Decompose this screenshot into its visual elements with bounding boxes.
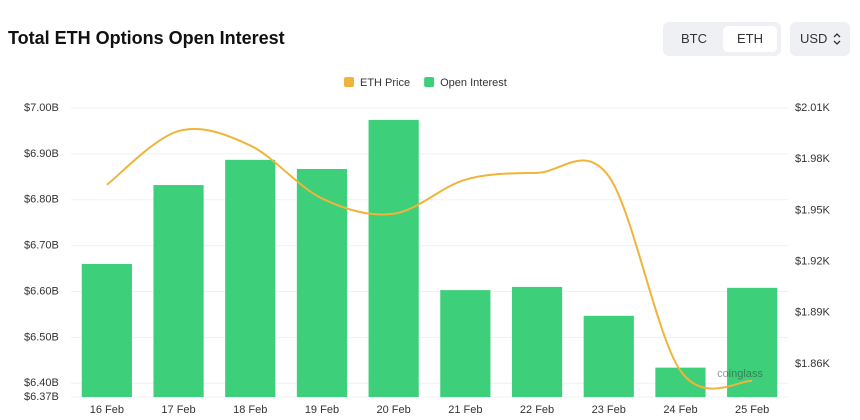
bar [583,315,634,397]
bar [440,290,491,397]
legend-label: ETH Price [360,77,410,89]
btc-button[interactable]: BTC [681,31,707,46]
y2-tick-label: $1.95K [795,204,831,216]
bar [655,367,706,397]
x-tick-label: 18 Feb [233,404,267,416]
x-tick-label: 16 Feb [90,404,124,416]
y-tick-label: $6.37B [24,391,59,403]
y2-tick-label: $1.89K [795,307,831,319]
y-tick-label: $6.90B [24,148,59,160]
bar [727,287,778,397]
bar [81,263,132,397]
bar [368,119,419,397]
y2-tick-label: $1.92K [795,255,831,267]
y2-tick-label: $2.01K [795,102,831,114]
x-tick-label: 17 Feb [161,404,195,416]
legend-swatch [424,77,435,87]
y-tick-label: $6.70B [24,240,59,252]
x-tick-label: 24 Feb [663,404,697,416]
y-tick-label: $7.00B [24,102,59,114]
x-tick-label: 23 Feb [592,404,626,416]
x-tick-label: 19 Feb [305,404,339,416]
currency-select[interactable]: USD [790,22,850,56]
y2-tick-label: $1.98K [795,153,831,165]
bar [153,185,204,397]
x-tick-label: 20 Feb [377,404,411,416]
y-tick-label: $6.80B [24,194,59,206]
currency-label: USD [800,31,828,46]
legend-label: Open Interest [440,77,507,89]
x-tick-label: 21 Feb [448,404,482,416]
chart-title: Total ETH Options Open Interest [8,28,285,48]
legend-swatch [344,77,354,87]
watermark: coinglass [717,368,763,380]
bar [511,286,563,397]
y-tick-label: $6.50B [24,331,59,343]
bar [225,159,276,397]
y-tick-label: $6.60B [24,285,59,297]
y2-tick-label: $1.86K [795,358,831,370]
x-tick-label: 25 Feb [735,404,769,416]
eth-button[interactable]: ETH [723,26,777,52]
x-tick-label: 22 Feb [520,404,554,416]
y-tick-label: $6.40B [24,377,59,389]
chevron-icon [833,33,841,45]
bar [296,169,348,397]
price-line [106,127,753,390]
coin-switch: BTC ETH [663,22,781,56]
